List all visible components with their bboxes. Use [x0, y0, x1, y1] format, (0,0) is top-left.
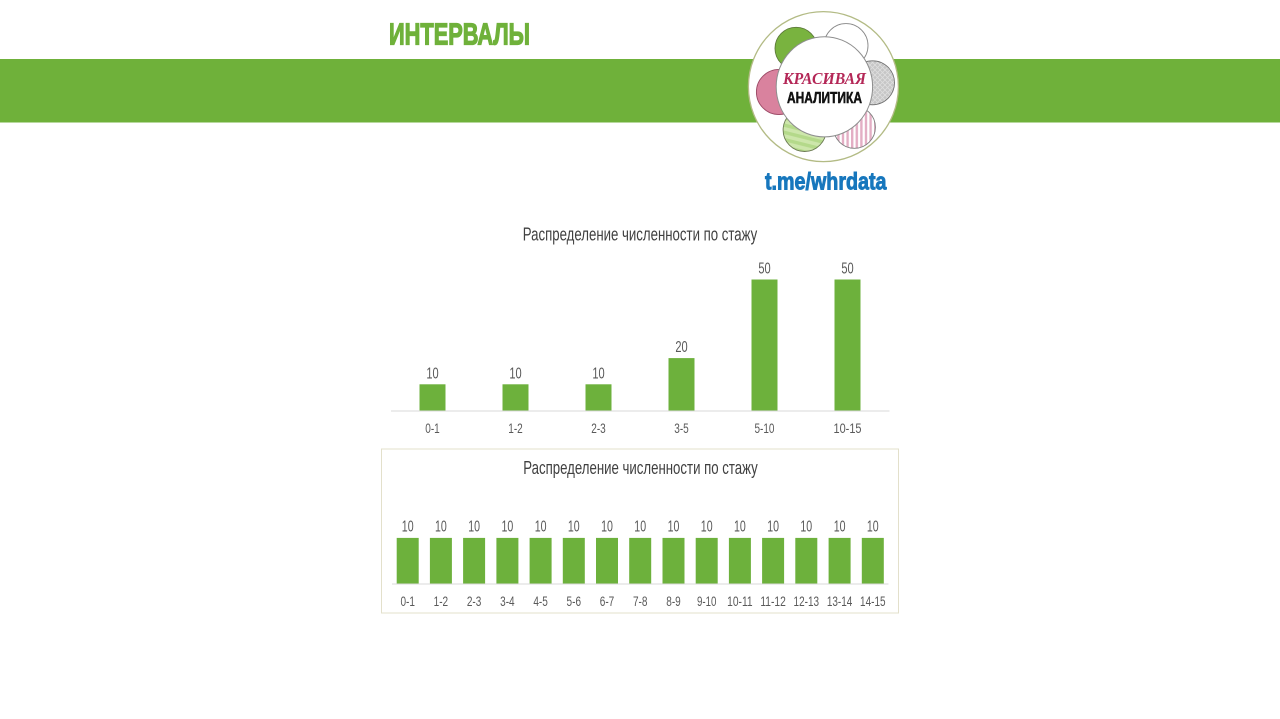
- svg-text:2-3: 2-3: [467, 594, 482, 609]
- svg-text:2-3: 2-3: [591, 420, 606, 436]
- svg-text:Распределение численности по с: Распределение численности по стажу: [523, 224, 758, 244]
- svg-text:3-4: 3-4: [500, 594, 515, 609]
- svg-text:10: 10: [734, 519, 746, 536]
- svg-text:10-11: 10-11: [727, 594, 753, 609]
- svg-text:0-1: 0-1: [425, 420, 440, 436]
- svg-text:t.me/whrdata: t.me/whrdata: [765, 169, 887, 196]
- svg-text:4-5: 4-5: [533, 594, 548, 609]
- svg-text:АНАЛИТИКА: АНАЛИТИКА: [787, 90, 862, 107]
- svg-text:10: 10: [426, 365, 438, 382]
- svg-text:Распределение численности по с: Распределение численности по стажу: [523, 458, 758, 478]
- svg-text:10: 10: [402, 519, 414, 536]
- svg-text:20: 20: [675, 339, 687, 356]
- svg-text:10: 10: [767, 519, 779, 536]
- svg-text:10: 10: [601, 519, 613, 536]
- svg-text:5-10: 5-10: [755, 420, 775, 436]
- svg-text:ИНТЕРВАЛЫ: ИНТЕРВАЛЫ: [389, 17, 530, 52]
- svg-text:10: 10: [435, 519, 447, 536]
- svg-text:6-7: 6-7: [600, 594, 615, 609]
- svg-text:10: 10: [800, 519, 812, 536]
- svg-text:10: 10: [867, 519, 879, 536]
- svg-text:1-2: 1-2: [434, 594, 449, 609]
- svg-text:10: 10: [701, 519, 713, 536]
- svg-text:8-9: 8-9: [666, 594, 681, 609]
- svg-text:10: 10: [502, 519, 514, 536]
- svg-text:13-14: 13-14: [827, 594, 853, 609]
- svg-text:КРАСИВАЯ: КРАСИВАЯ: [782, 69, 867, 88]
- svg-text:50: 50: [758, 261, 770, 278]
- svg-text:12-13: 12-13: [794, 594, 820, 609]
- svg-text:10: 10: [535, 519, 547, 536]
- svg-text:9-10: 9-10: [697, 594, 717, 609]
- svg-text:11-12: 11-12: [760, 594, 786, 609]
- svg-text:10: 10: [668, 519, 680, 536]
- svg-text:10: 10: [634, 519, 646, 536]
- svg-text:10-15: 10-15: [834, 420, 862, 436]
- svg-text:1-2: 1-2: [508, 420, 523, 436]
- svg-text:5-6: 5-6: [567, 594, 582, 609]
- svg-text:3-5: 3-5: [674, 420, 689, 436]
- svg-text:10: 10: [509, 365, 521, 382]
- svg-text:7-8: 7-8: [633, 594, 648, 609]
- svg-text:10: 10: [834, 519, 846, 536]
- svg-text:10: 10: [468, 519, 480, 536]
- svg-text:10: 10: [592, 365, 604, 382]
- svg-text:50: 50: [841, 261, 853, 278]
- svg-text:14-15: 14-15: [860, 594, 886, 609]
- svg-text:10: 10: [568, 519, 580, 536]
- svg-text:0-1: 0-1: [400, 594, 415, 609]
